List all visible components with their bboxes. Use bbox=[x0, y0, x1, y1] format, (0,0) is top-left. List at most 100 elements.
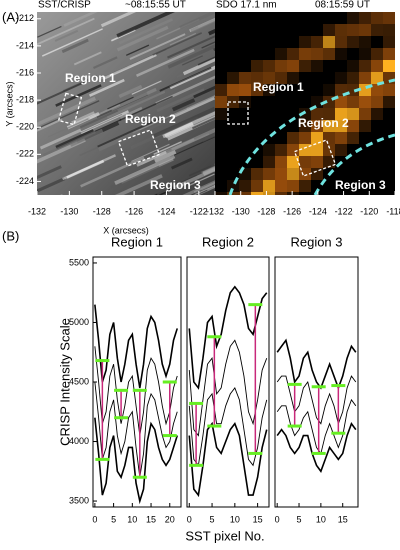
y-tick-label: 4500 bbox=[69, 376, 89, 386]
texture bbox=[37, 165, 62, 180]
texture bbox=[335, 132, 347, 144]
x-tick-label: -118 bbox=[386, 206, 400, 216]
texture bbox=[181, 55, 204, 66]
x-tick-label: 10 bbox=[230, 514, 240, 524]
y-axis-label: CRISP Intensity Scale bbox=[57, 318, 72, 446]
texture bbox=[169, 32, 197, 46]
y-tick-label: 5000 bbox=[69, 317, 89, 327]
texture bbox=[311, 144, 323, 156]
texture bbox=[227, 192, 239, 195]
texture bbox=[335, 24, 347, 36]
image-title: SDO 17.1 nm bbox=[216, 0, 277, 11]
texture bbox=[359, 24, 371, 36]
x-tick-label: 15 bbox=[146, 514, 156, 524]
texture bbox=[200, 182, 215, 191]
sdo-image bbox=[215, 12, 395, 195]
texture bbox=[347, 132, 359, 144]
plot-frame bbox=[186, 256, 270, 508]
texture bbox=[116, 25, 169, 52]
data-line bbox=[276, 338, 357, 391]
texture bbox=[263, 168, 275, 180]
texture bbox=[311, 60, 323, 72]
texture bbox=[182, 180, 215, 195]
texture bbox=[323, 156, 335, 168]
texture bbox=[323, 108, 335, 120]
texture bbox=[287, 60, 299, 72]
region-label: Region 3 bbox=[335, 178, 386, 192]
data-line bbox=[276, 375, 357, 426]
texture bbox=[359, 12, 371, 24]
texture bbox=[153, 106, 215, 138]
texture bbox=[323, 120, 335, 132]
texture bbox=[275, 168, 287, 180]
x-tick-label: 5 bbox=[111, 514, 116, 524]
region-label: Region 2 bbox=[125, 112, 176, 126]
texture bbox=[154, 150, 177, 163]
texture bbox=[132, 107, 188, 134]
texture bbox=[371, 48, 383, 60]
texture bbox=[37, 81, 85, 105]
x-tick-label: -120 bbox=[360, 206, 378, 216]
texture bbox=[311, 132, 323, 144]
texture bbox=[299, 120, 311, 132]
texture bbox=[299, 132, 311, 144]
x-tick-label: 10 bbox=[127, 514, 137, 524]
texture bbox=[263, 84, 275, 96]
image-time: ~08:15:55 UT bbox=[125, 0, 186, 11]
texture bbox=[263, 60, 275, 72]
region-box bbox=[117, 129, 161, 167]
texture bbox=[275, 180, 287, 192]
texture bbox=[73, 51, 102, 66]
texture bbox=[371, 72, 383, 84]
texture bbox=[97, 116, 162, 148]
texture bbox=[156, 88, 205, 113]
data-line bbox=[94, 346, 178, 436]
texture bbox=[48, 118, 89, 138]
texture bbox=[311, 96, 323, 108]
texture bbox=[239, 84, 251, 96]
texture bbox=[371, 96, 383, 108]
image-time: 08:15:59 UT bbox=[315, 0, 370, 11]
region-label: Region 1 bbox=[65, 71, 116, 85]
texture bbox=[263, 192, 275, 195]
texture bbox=[287, 144, 299, 156]
texture bbox=[227, 72, 239, 84]
chart-title: Region 1 bbox=[111, 234, 163, 249]
y-tick-label: -216 bbox=[16, 67, 34, 77]
texture bbox=[88, 78, 125, 97]
texture bbox=[263, 72, 275, 84]
x-axis-label: SST pixel No. bbox=[185, 528, 264, 543]
texture bbox=[188, 165, 212, 177]
texture bbox=[201, 133, 215, 143]
texture bbox=[193, 85, 215, 99]
texture bbox=[347, 60, 359, 72]
texture bbox=[251, 180, 263, 192]
x-tick-label: -122 bbox=[335, 206, 353, 216]
texture bbox=[323, 84, 335, 96]
texture bbox=[37, 96, 96, 127]
texture bbox=[239, 180, 251, 192]
texture bbox=[114, 117, 174, 146]
texture bbox=[299, 48, 311, 60]
texture bbox=[359, 120, 371, 132]
texture bbox=[188, 173, 215, 187]
texture bbox=[37, 25, 62, 38]
texture bbox=[100, 64, 132, 80]
texture bbox=[311, 108, 323, 120]
texture bbox=[131, 80, 162, 95]
texture bbox=[55, 84, 102, 107]
texture bbox=[287, 156, 299, 168]
texture bbox=[215, 84, 227, 96]
texture bbox=[275, 156, 287, 168]
texture bbox=[287, 132, 299, 144]
texture bbox=[100, 12, 137, 28]
y-tick-label: -212 bbox=[16, 13, 34, 23]
texture bbox=[347, 12, 359, 24]
texture bbox=[299, 36, 311, 48]
texture bbox=[347, 24, 359, 36]
texture bbox=[37, 17, 95, 46]
texture bbox=[347, 72, 359, 84]
texture bbox=[323, 132, 335, 144]
texture bbox=[275, 48, 287, 60]
texture bbox=[116, 12, 176, 38]
